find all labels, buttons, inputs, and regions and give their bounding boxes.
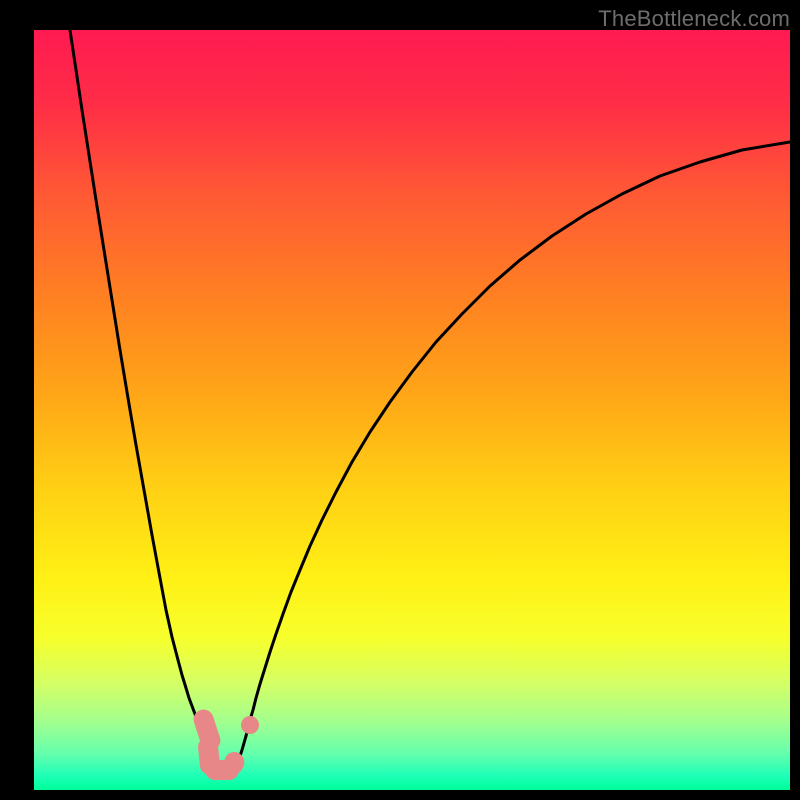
curve-left [70, 30, 246, 776]
marker-4 [241, 716, 259, 734]
marker-group [191, 707, 259, 780]
watermark-text: TheBottleneck.com [598, 6, 790, 32]
curve-right [246, 142, 790, 736]
bottleneck-curve [34, 30, 790, 790]
chart-stage: { "canvas": { "width": 800, "height": 80… [0, 0, 800, 800]
plot-area [34, 30, 790, 790]
